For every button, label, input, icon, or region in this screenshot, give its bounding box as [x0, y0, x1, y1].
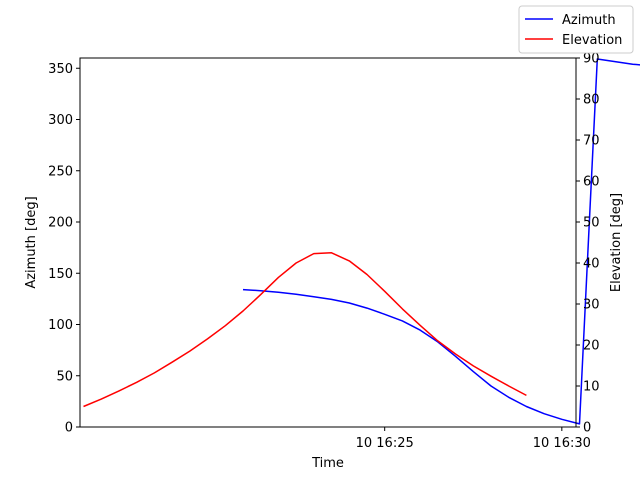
left-y-tick-label: 0: [65, 421, 73, 436]
series-line-azimuth: [242, 58, 640, 425]
right-y-axis: 0 10 20 30 40 50 60 70 80 90: [576, 52, 600, 436]
left-y-tick-label: 350: [48, 62, 73, 77]
right-y-tick-label: 50: [583, 216, 600, 231]
x-tick-label: 10 16:25: [356, 436, 414, 451]
left-y-axis: 0 50 100 150 200 250 300 350: [48, 62, 80, 436]
series-layer: [83, 58, 640, 425]
right-y-tick-label: 30: [583, 298, 600, 313]
legend-label-elevation: Elevation: [562, 33, 622, 48]
right-y-tick-label: 10: [583, 380, 600, 395]
right-y-tick-label: 70: [583, 134, 600, 149]
x-axis: 10 16:25 10 16:30: [356, 427, 591, 451]
legend-label-azimuth: Azimuth: [562, 13, 616, 28]
right-y-tick-label: 20: [583, 339, 600, 354]
x-axis-label: Time: [311, 456, 344, 471]
left-y-tick-label: 300: [48, 113, 73, 128]
x-tick-label: 10 16:30: [533, 436, 591, 451]
left-y-tick-label: 200: [48, 216, 73, 231]
plot-frame: [79, 57, 577, 428]
left-y-tick-label: 100: [48, 318, 73, 333]
legend-box: [518, 5, 634, 54]
left-y-axis-label: Azimuth [deg]: [24, 196, 39, 288]
right-y-tick-label: 40: [583, 257, 600, 272]
legend: Azimuth Elevation: [518, 5, 634, 54]
left-y-tick-label: 50: [56, 369, 73, 384]
left-y-tick-label: 250: [48, 164, 73, 179]
right-y-tick-label: 0: [583, 421, 591, 436]
left-y-tick-label: 150: [48, 267, 73, 282]
right-y-tick-label: 80: [583, 93, 600, 108]
series-line-elevation: [83, 252, 527, 408]
right-y-tick-label: 60: [583, 175, 600, 190]
right-y-axis-label: Elevation [deg]: [609, 193, 624, 292]
right-y-tick-label: 90: [583, 52, 600, 67]
